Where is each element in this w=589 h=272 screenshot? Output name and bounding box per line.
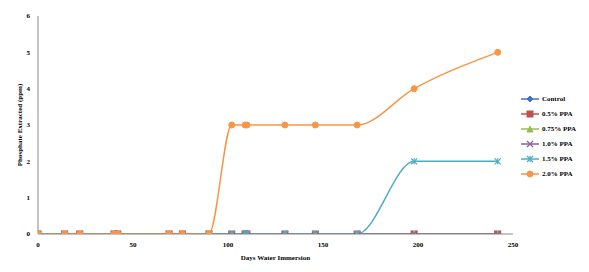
- svg-text:6: 6: [27, 12, 31, 20]
- svg-text:250: 250: [508, 241, 519, 249]
- html-text:Control: Control: [541, 94, 566, 103]
- svg-text:50: 50: [129, 241, 137, 249]
- svg-text:5: 5: [27, 49, 31, 57]
- html-text:1.5% PPA: 1.5% PPA: [541, 154, 573, 163]
- svg-text:1: 1: [27, 194, 31, 202]
- html-text:0.5% PPA: 0.5% PPA: [541, 109, 573, 118]
- html-text:0.75% PPA: 0.75% PPA: [541, 124, 576, 133]
- svg-text:Days Water Immersion: Days Water Immersion: [241, 254, 310, 262]
- svg-text:4: 4: [27, 85, 31, 93]
- html-text:2.0% PPA: 2.0% PPA: [541, 169, 573, 178]
- svg-text:Phosphate Extracted (ppm): Phosphate Extracted (ppm): [16, 83, 24, 166]
- svg-text:3: 3: [27, 121, 31, 129]
- html-text:1.0% PPA: 1.0% PPA: [541, 139, 573, 148]
- svg-text:150: 150: [318, 241, 329, 249]
- svg-text:2: 2: [27, 158, 31, 166]
- svg-text:100: 100: [223, 241, 234, 249]
- svg-text:200: 200: [413, 241, 424, 249]
- svg-text:0: 0: [36, 241, 40, 249]
- svg-text:0: 0: [27, 230, 31, 238]
